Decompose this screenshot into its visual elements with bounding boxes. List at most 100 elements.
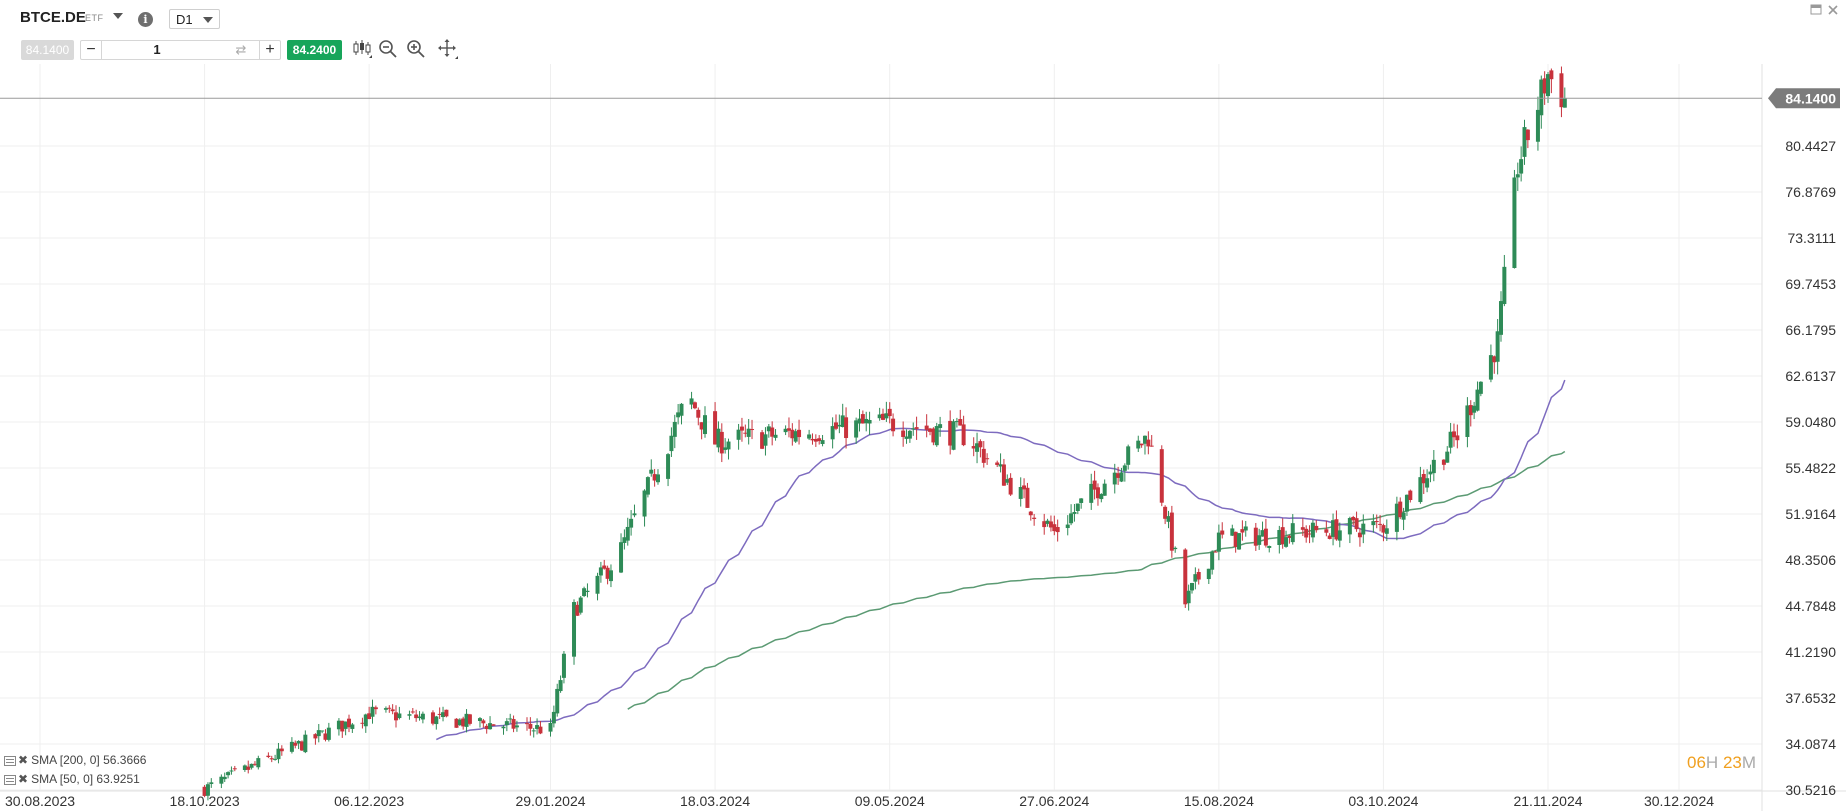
candle xyxy=(931,427,936,446)
candle xyxy=(1257,528,1262,550)
candle xyxy=(1428,464,1433,483)
date-tick-label: 30.12.2024 xyxy=(1644,793,1714,809)
candle xyxy=(316,724,321,743)
candle xyxy=(1357,528,1362,547)
candle xyxy=(538,721,543,735)
decrease-quantity-button[interactable]: − xyxy=(81,41,102,59)
candle xyxy=(279,745,284,756)
buy-button[interactable]: 84.2400 xyxy=(287,40,342,60)
zoom-out-icon[interactable] xyxy=(377,38,399,60)
candle xyxy=(1139,443,1144,448)
countdown-hours: 06 xyxy=(1687,753,1706,772)
price-axis: 87.574380.442776.876973.311169.745366.17… xyxy=(1785,138,1836,798)
candle xyxy=(1001,458,1006,486)
price-tick-label: 66.1795 xyxy=(1785,322,1836,338)
candle xyxy=(864,411,869,432)
price-tick-label: 41.2190 xyxy=(1785,644,1836,660)
candle xyxy=(1092,470,1097,500)
candle xyxy=(625,517,630,546)
candle xyxy=(548,718,553,737)
close-icon[interactable] xyxy=(1827,4,1839,16)
candle xyxy=(1304,525,1309,543)
candle xyxy=(1287,534,1292,544)
candle xyxy=(1075,503,1080,515)
pan-move-icon[interactable] xyxy=(437,38,459,60)
candle xyxy=(1193,567,1198,590)
candle xyxy=(786,417,791,438)
candle xyxy=(222,772,227,783)
candle xyxy=(1018,477,1023,507)
price-chart[interactable]: 84.1400 87.574380.442776.876973.311169.7… xyxy=(0,64,1846,811)
indicator-settings-icon[interactable] xyxy=(4,755,16,766)
candle xyxy=(1099,493,1104,503)
date-tick-label: 21.11.2024 xyxy=(1513,793,1582,809)
candle xyxy=(1149,435,1154,447)
candle xyxy=(995,460,1000,467)
candle xyxy=(958,409,963,426)
symbol-label[interactable]: BTCE.DE xyxy=(20,9,86,26)
candle xyxy=(1159,445,1164,507)
candle xyxy=(437,707,442,719)
date-tick-label: 30.08.2023 xyxy=(5,793,75,809)
candle xyxy=(1290,514,1295,545)
candle xyxy=(373,705,378,715)
remove-indicator-icon[interactable]: ✖ xyxy=(18,772,29,786)
remove-indicator-icon[interactable]: ✖ xyxy=(18,753,29,767)
info-icon[interactable]: i xyxy=(138,12,153,27)
chart-grid xyxy=(0,64,1846,811)
candle xyxy=(981,441,986,468)
candle xyxy=(1300,518,1305,537)
candle xyxy=(1025,482,1030,508)
quantity-stepper[interactable]: − 1 ⇄ + xyxy=(80,40,281,60)
indicator-settings-icon[interactable] xyxy=(4,774,16,785)
swap-icon[interactable]: ⇄ xyxy=(235,42,247,57)
candle xyxy=(978,439,983,458)
candle xyxy=(252,761,257,767)
zoom-in-icon[interactable] xyxy=(405,38,427,60)
candle-countdown: 06H 23M xyxy=(1687,753,1756,773)
candle xyxy=(524,717,529,731)
candle xyxy=(655,469,660,485)
candle xyxy=(672,414,677,449)
candle xyxy=(394,705,399,728)
candle xyxy=(692,401,697,410)
candle xyxy=(256,755,261,770)
candle xyxy=(454,718,459,728)
candle xyxy=(840,403,845,428)
candle xyxy=(1183,548,1188,608)
candle xyxy=(1351,515,1356,526)
candle xyxy=(1327,533,1332,540)
candle xyxy=(1136,435,1141,452)
candle xyxy=(1498,291,1503,342)
candle xyxy=(1408,489,1413,503)
date-tick-label: 27.06.2024 xyxy=(1019,793,1089,809)
candle xyxy=(1478,381,1483,397)
candle xyxy=(430,710,435,726)
indicator-legend-sma50[interactable]: ✖ SMA [50, 0] 63.9251 xyxy=(4,772,140,787)
candle xyxy=(837,414,842,434)
candle xyxy=(1116,466,1121,485)
candle xyxy=(790,423,795,446)
candle xyxy=(975,432,980,464)
quantity-input[interactable]: 1 xyxy=(153,42,161,57)
minimize-icon[interactable] xyxy=(1810,4,1822,16)
sma-50-line xyxy=(435,379,1566,741)
candle xyxy=(763,427,768,456)
candle xyxy=(938,416,943,437)
sell-button[interactable]: 84.1400 xyxy=(21,40,74,60)
candlestick-type-icon[interactable] xyxy=(351,38,373,60)
increase-quantity-button[interactable]: + xyxy=(259,41,280,59)
symbol-dropdown-icon[interactable] xyxy=(113,13,123,19)
candle xyxy=(971,437,976,457)
indicator-legend-sma200[interactable]: ✖ SMA [200, 0] 56.3666 xyxy=(4,753,146,768)
timeframe-select[interactable]: D1 xyxy=(169,9,220,29)
candle xyxy=(249,763,254,770)
candle xyxy=(1005,474,1010,486)
candle xyxy=(642,489,647,527)
candle xyxy=(887,402,892,424)
candle xyxy=(336,718,341,736)
candle xyxy=(1334,510,1339,541)
candle xyxy=(1045,518,1050,527)
candle xyxy=(1361,514,1366,544)
candle xyxy=(629,510,634,536)
